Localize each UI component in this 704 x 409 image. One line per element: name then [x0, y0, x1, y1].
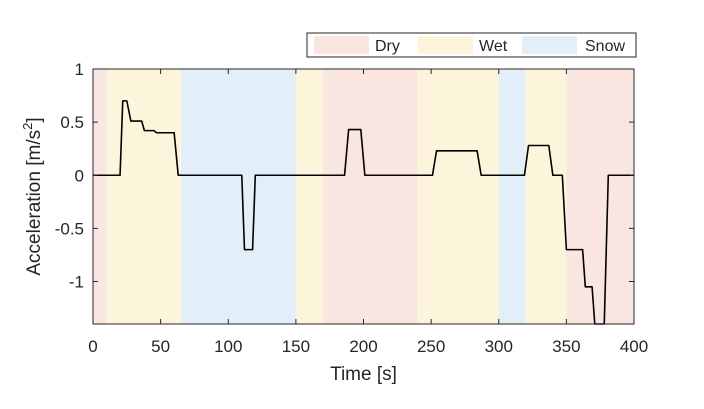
- y-axis-label-close: ]: [24, 117, 45, 122]
- x-tick-label-300: 300: [485, 337, 513, 356]
- legend-label-dry: Dry: [375, 38, 400, 55]
- y-axis-label-main: Acceleration [m/s: [24, 130, 45, 276]
- legend-label-wet: Wet: [479, 38, 508, 55]
- region-wet-3: [295, 69, 323, 324]
- y-axis-ticks: 1 0.5 0 -0.5 -1: [55, 60, 634, 292]
- legend: Dry Wet Snow: [306, 32, 637, 58]
- x-tick-label-100: 100: [214, 337, 242, 356]
- x-axis-label: Time [s]: [330, 364, 397, 385]
- y-tick-label-2: 0: [75, 166, 84, 185]
- x-tick-label-350: 350: [552, 337, 580, 356]
- region-dry-4: [322, 69, 418, 324]
- y-tick-label-1: 0.5: [60, 113, 84, 132]
- legend-label-snow: Snow: [585, 38, 625, 55]
- region-wet-5: [417, 69, 499, 324]
- region-snow-6: [498, 69, 526, 324]
- y-tick-label-0: 1: [75, 60, 84, 79]
- region-wet-7: [525, 69, 567, 324]
- series-layer: [93, 100, 634, 325]
- x-axis-ticks: 0 50 100 150 200 250 300 350 400: [88, 69, 648, 356]
- legend-swatch-snow: [522, 36, 577, 54]
- x-tick-label-150: 150: [282, 337, 310, 356]
- y-tick-label-3: -0.5: [55, 219, 84, 238]
- series-line-0: [93, 100, 634, 325]
- x-tick-label-400: 400: [620, 337, 648, 356]
- x-tick-label-0: 0: [88, 337, 97, 356]
- region-snow-2: [180, 69, 296, 324]
- region-dry-8: [566, 69, 634, 324]
- y-axis-label: Acceleration [m/s2]: [20, 117, 45, 275]
- x-tick-label-50: 50: [151, 337, 170, 356]
- x-tick-label-200: 200: [349, 337, 377, 356]
- legend-swatch-wet: [418, 36, 473, 54]
- y-axis-label-superscript: 2: [20, 123, 35, 130]
- y-tick-label-4: -1: [69, 273, 84, 292]
- region-wet-1: [106, 69, 181, 324]
- region-dry-0: [93, 69, 107, 324]
- condition-regions: [93, 69, 634, 324]
- legend-swatch-dry: [314, 36, 369, 54]
- x-tick-label-250: 250: [417, 337, 445, 356]
